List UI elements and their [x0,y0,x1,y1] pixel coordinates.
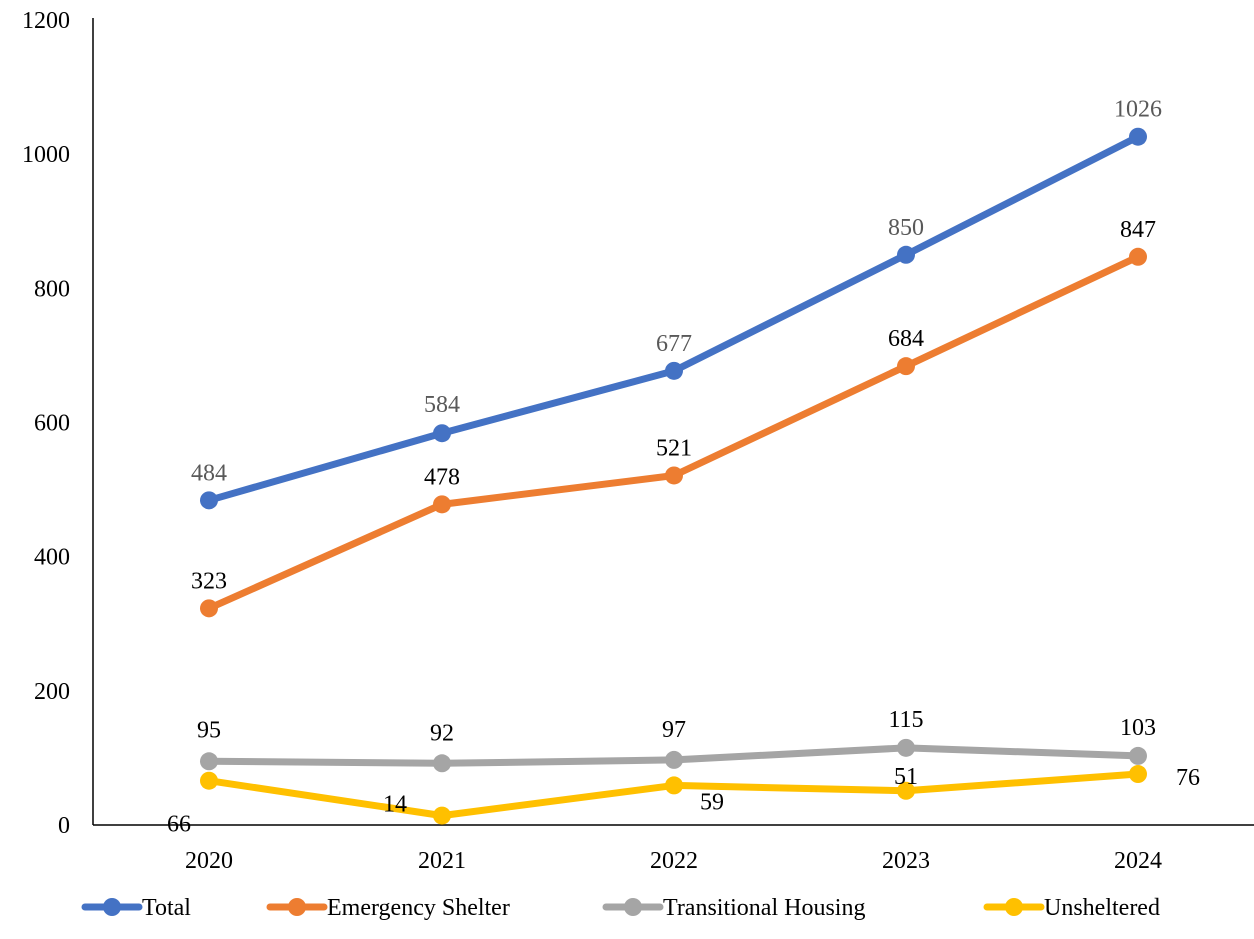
data-point-marker [433,424,451,443]
data-point-marker [1129,746,1147,765]
y-tick-label: 600 [34,411,70,437]
x-tick-label: 2021 [418,848,466,874]
y-tick-label: 0 [58,813,70,839]
data-point-marker [897,245,915,264]
data-label: 847 [1120,217,1156,243]
x-tick-label: 2020 [185,848,233,874]
legend-label: Total [142,895,191,921]
x-tick-label: 2023 [882,848,930,874]
data-label: 59 [700,789,724,815]
data-point-marker [433,806,451,825]
data-point-marker [897,738,915,757]
y-tick-label: 1000 [22,142,70,168]
x-tick-label: 2024 [1114,848,1162,874]
series-line-emergency-shelter [205,253,1142,612]
data-point-marker [897,357,915,376]
data-point-marker [897,781,915,800]
data-label: 484 [191,460,227,486]
data-label: 1026 [1114,97,1162,123]
data-point-marker [200,752,218,771]
y-tick-label: 400 [34,545,70,571]
data-point-marker [1129,247,1147,266]
y-tick-label: 1200 [22,8,70,34]
x-tick-label: 2022 [650,848,698,874]
legend-swatch-marker [1005,898,1023,916]
data-point-marker [200,771,218,790]
data-label: 850 [888,215,924,241]
data-label: 51 [894,764,918,790]
legend-label: Transitional Housing [663,895,865,921]
data-label: 76 [1176,765,1200,791]
data-point-marker [665,776,683,795]
data-point-marker [433,754,451,773]
y-tick-label: 800 [34,276,70,302]
data-label: 66 [167,812,191,838]
data-point-marker [665,750,683,769]
data-label: 103 [1120,715,1156,741]
data-label: 677 [656,331,692,357]
data-label: 584 [424,392,460,418]
data-label: 115 [888,707,923,733]
data-label: 478 [424,464,460,490]
legend-label: Emergency Shelter [327,895,510,921]
data-label: 92 [430,720,454,746]
data-label: 14 [383,792,407,818]
data-label: 684 [888,326,924,352]
data-label: 521 [656,435,692,461]
data-label: 95 [197,717,221,743]
data-point-marker [433,495,451,514]
y-tick-label: 200 [34,679,70,705]
data-point-marker [200,491,218,510]
data-point-marker [200,599,218,618]
legend-swatch-marker [103,898,121,916]
data-point-marker [1129,765,1147,784]
data-label: 323 [191,568,227,594]
legend-swatch-marker [288,898,306,916]
data-point-marker [1129,127,1147,146]
legend-swatch-marker [624,898,642,916]
data-point-marker [665,361,683,380]
legend-label: Unsheltered [1044,895,1160,921]
data-label: 97 [662,717,686,743]
data-point-marker [665,466,683,485]
